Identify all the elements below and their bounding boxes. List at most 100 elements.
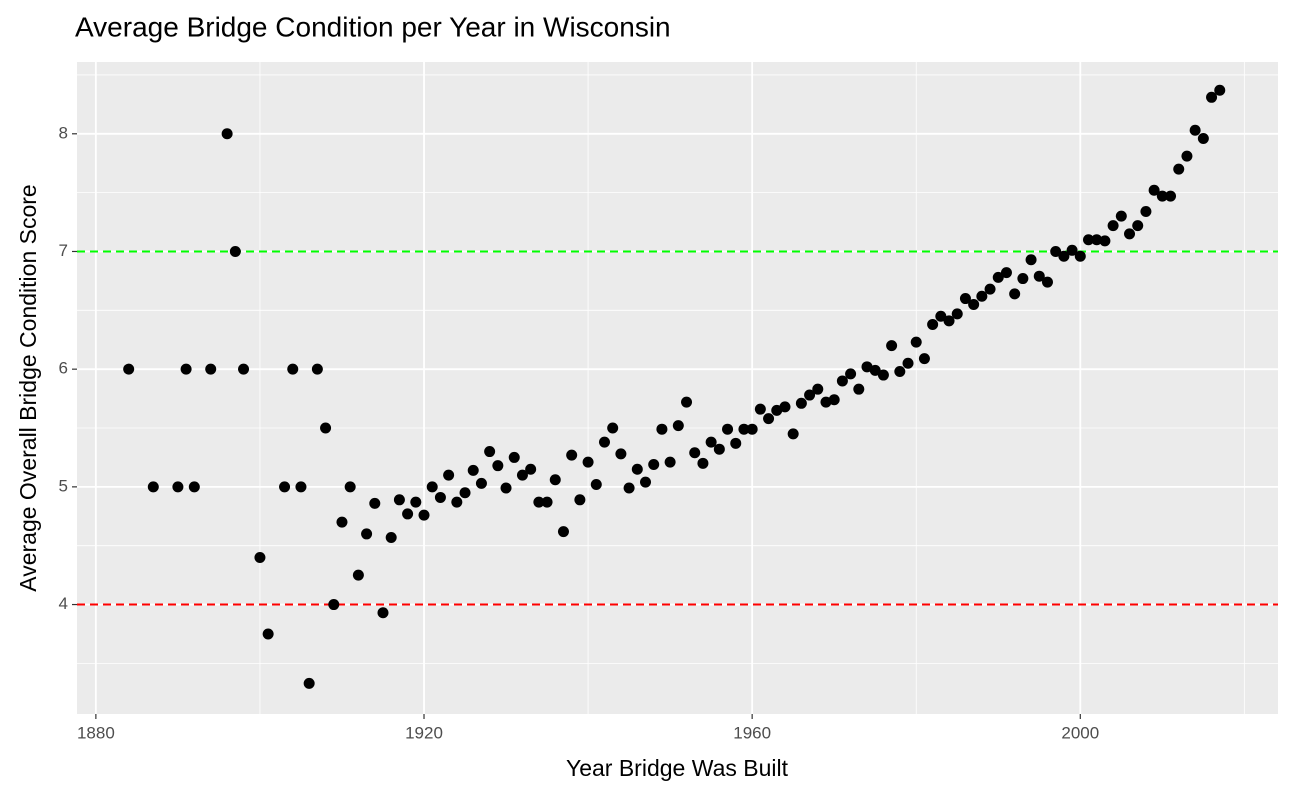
point (894, 366, 906, 378)
point (221, 128, 233, 140)
point (320, 422, 332, 434)
point (123, 363, 135, 375)
point (763, 413, 775, 425)
point (992, 271, 1004, 283)
y-tick-label: 6 (59, 359, 68, 378)
point (1181, 150, 1193, 162)
x-tick-label: 1880 (77, 723, 115, 742)
point (484, 446, 496, 458)
plot-panel (77, 62, 1278, 714)
point (1206, 91, 1218, 103)
point (1041, 276, 1053, 288)
point (902, 357, 914, 369)
point (722, 423, 734, 435)
point (434, 491, 446, 503)
point (697, 457, 709, 469)
y-tick-label: 8 (59, 123, 68, 142)
point (1025, 254, 1037, 266)
point (443, 469, 455, 481)
point (746, 423, 758, 435)
point (328, 599, 340, 611)
point (754, 403, 766, 415)
x-axis-label: Year Bridge Was Built (566, 755, 789, 781)
point (672, 420, 684, 432)
point (500, 482, 512, 494)
point (352, 569, 364, 581)
point (1058, 250, 1070, 262)
point (451, 496, 463, 508)
point (311, 363, 323, 375)
point (951, 308, 963, 320)
point (795, 397, 807, 409)
point (787, 428, 799, 440)
point (1033, 270, 1045, 282)
point (656, 423, 668, 435)
point (475, 477, 487, 489)
point (188, 481, 200, 493)
point (393, 494, 405, 506)
point (1091, 234, 1103, 246)
point (574, 494, 586, 506)
point (853, 383, 865, 395)
x-tick-label: 1960 (733, 723, 771, 742)
point (590, 479, 602, 491)
point (640, 476, 652, 488)
point (1140, 205, 1152, 217)
point (1148, 184, 1160, 196)
point (664, 456, 676, 468)
point (549, 474, 561, 486)
y-tick-label: 5 (59, 476, 68, 495)
point (918, 353, 930, 365)
point (459, 487, 471, 499)
point (1124, 228, 1136, 240)
y-tick-label: 4 (59, 594, 68, 613)
point (598, 436, 610, 448)
point (295, 481, 307, 493)
chart-title: Average Bridge Condition per Year in Wis… (75, 11, 671, 42)
point (279, 481, 291, 493)
point (968, 298, 980, 310)
y-axis-label: Average Overall Bridge Condition Score (15, 184, 41, 591)
point (623, 482, 635, 494)
point (927, 318, 939, 330)
point (1214, 84, 1226, 96)
point (533, 496, 545, 508)
point (541, 496, 553, 508)
point (377, 607, 389, 619)
point (828, 394, 840, 406)
point (771, 404, 783, 416)
point (1165, 190, 1177, 202)
point (508, 451, 520, 463)
point (402, 508, 414, 520)
point (369, 497, 381, 509)
point (492, 460, 504, 472)
x-tick-label: 2000 (1061, 723, 1099, 742)
point (1115, 210, 1127, 222)
y-tick-label: 7 (59, 241, 68, 260)
point (943, 315, 955, 327)
point (410, 496, 422, 508)
point (229, 245, 241, 257)
point (861, 361, 873, 373)
point (516, 469, 528, 481)
point (1000, 267, 1012, 279)
point (1066, 244, 1078, 256)
point (886, 340, 898, 352)
x-tick-label: 1920 (405, 723, 443, 742)
point (845, 368, 857, 380)
point (984, 283, 996, 295)
point (557, 526, 569, 538)
point (1189, 124, 1201, 136)
point (385, 531, 397, 543)
point (172, 481, 184, 493)
point (812, 383, 824, 395)
point (1197, 132, 1209, 144)
point (1050, 245, 1062, 257)
point (525, 463, 537, 475)
point (730, 437, 742, 449)
point (287, 363, 299, 375)
point (689, 447, 701, 459)
point (877, 369, 889, 381)
